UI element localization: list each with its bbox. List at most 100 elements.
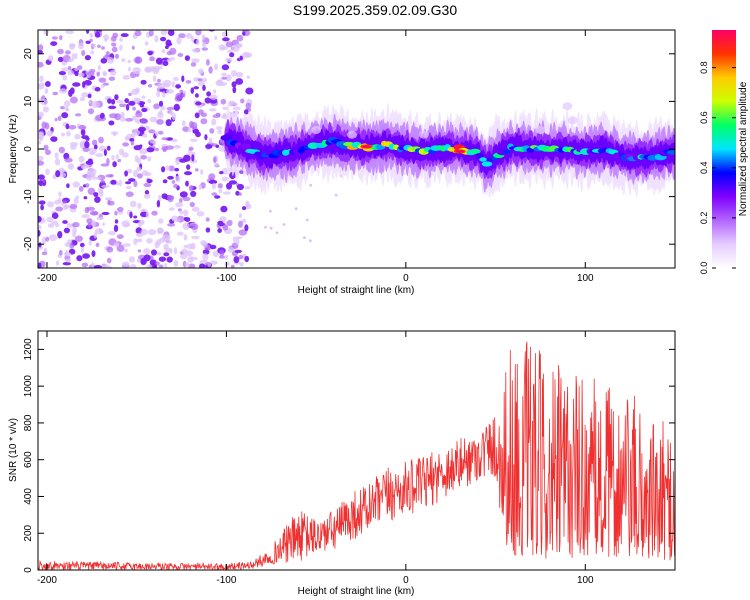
noise-blob [158, 218, 164, 224]
noise-blob [117, 206, 124, 212]
noise-blob [201, 47, 208, 51]
noise-blob [209, 260, 218, 265]
noise-blob [244, 224, 249, 232]
noise-blob [121, 152, 129, 158]
ridge-cell [562, 102, 573, 111]
noise-blob [62, 75, 68, 81]
noise-blob [102, 70, 106, 77]
noise-blob [185, 32, 192, 39]
noise-blob [65, 258, 71, 263]
noise-blob [173, 247, 178, 255]
noise-blob [38, 174, 45, 180]
noise-blob [113, 224, 119, 232]
noise-blob [191, 58, 200, 63]
noise-blob [161, 166, 166, 173]
noise-blob [128, 92, 132, 97]
noise-blob [219, 82, 228, 86]
noise-blob [241, 30, 248, 33]
noise-blob [238, 229, 248, 236]
noise-blob [65, 50, 71, 55]
noise-blob [52, 91, 59, 96]
noise-blob [173, 260, 179, 267]
noise-blob [235, 236, 243, 240]
noise-blob [93, 265, 102, 268]
y-tick-label: 200 [23, 524, 34, 541]
noise-blob [54, 158, 61, 166]
noise-blob [79, 96, 85, 102]
noise-blob [232, 86, 237, 94]
noise-blob [138, 126, 146, 132]
noise-blob [114, 94, 119, 101]
noise-blob [157, 78, 161, 83]
noise-blob [89, 151, 96, 156]
noise-blob [101, 264, 110, 268]
noise-blob [246, 75, 251, 79]
noise-blob [139, 219, 145, 225]
noise-blob [74, 52, 78, 60]
noise-blob [294, 207, 298, 211]
noise-blob [202, 253, 209, 261]
noise-blob [205, 144, 213, 149]
noise-blob [144, 190, 150, 195]
noise-blob [136, 166, 142, 172]
noise-blob [156, 87, 160, 93]
ridge-cell [311, 126, 322, 134]
noise-blob [202, 249, 210, 255]
noise-blob [168, 165, 175, 172]
noise-blob [125, 103, 130, 111]
snr-frame [37, 330, 676, 571]
noise-blob [221, 31, 229, 37]
noise-blob [214, 162, 219, 167]
noise-blob [229, 100, 236, 106]
noise-blob [91, 172, 96, 180]
noise-blob [200, 169, 204, 175]
noise-blob [87, 108, 95, 115]
noise-blob [229, 52, 235, 58]
noise-blob [132, 67, 141, 75]
noise-blob [153, 103, 160, 110]
x-tick-label: 100 [577, 575, 594, 586]
noise-blob [86, 218, 93, 224]
noise-blob [94, 31, 101, 38]
noise-blob [141, 170, 149, 176]
noise-blob [239, 55, 243, 61]
noise-blob [209, 94, 218, 100]
noise-blob [303, 236, 306, 240]
noise-blob [47, 223, 55, 229]
noise-blob [140, 155, 148, 160]
noise-blob [125, 191, 134, 197]
noise-blob [224, 254, 229, 260]
noise-blob [173, 103, 180, 111]
noise-blob [163, 79, 172, 86]
noise-blob [179, 210, 184, 215]
noise-blob [209, 128, 215, 134]
noise-blob [101, 211, 110, 216]
noise-blob [184, 262, 190, 268]
noise-blob [147, 229, 157, 236]
noise-blob [236, 34, 244, 42]
noise-blob [196, 211, 205, 217]
noise-blob [124, 170, 128, 177]
noise-blob [183, 244, 188, 248]
ridge-core [503, 149, 511, 154]
y-tick-label: 1200 [23, 338, 34, 361]
noise-blob [133, 180, 138, 187]
noise-blob [169, 56, 175, 61]
noise-blob [182, 196, 191, 202]
noise-blob [162, 60, 169, 66]
noise-blob [89, 38, 93, 43]
noise-blob [168, 207, 175, 211]
noise-blob [130, 140, 135, 146]
noise-blob [55, 170, 61, 178]
noise-blob [190, 35, 195, 43]
noise-blob [51, 36, 58, 40]
noise-blob [205, 227, 211, 233]
noise-blob [57, 115, 62, 122]
noise-blob [91, 139, 98, 146]
noise-blob [119, 37, 123, 42]
noise-blob [175, 92, 184, 101]
noise-blob [38, 141, 42, 145]
noise-blob [46, 216, 54, 223]
noise-blob [127, 59, 131, 64]
noise-blob [227, 49, 233, 53]
